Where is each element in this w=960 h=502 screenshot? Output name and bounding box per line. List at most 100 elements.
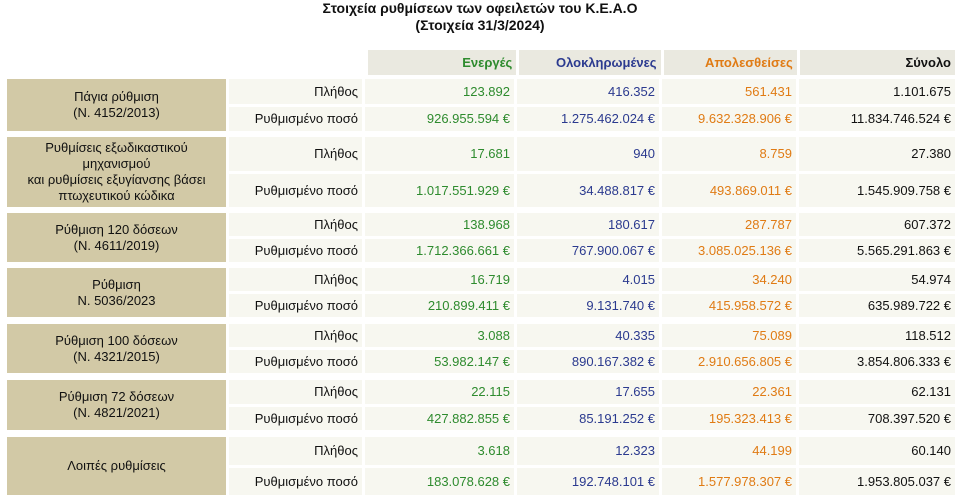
cell-total: 1.545.909.758 € xyxy=(799,173,955,207)
cell-total: 118.512 xyxy=(799,324,955,347)
table-group: Ρύθμιση 100 δόσεων (Ν. 4321/2015) Πλήθος 3… xyxy=(7,324,955,373)
table-group: Ρύθμιση 120 δόσεων (Ν. 4611/2019) Πλήθος 1… xyxy=(7,213,955,262)
cell-completed: 192.748.101 € xyxy=(517,467,659,495)
cell-lost: 9.632.328.906 € xyxy=(662,106,796,131)
cell-active: 123.892 xyxy=(365,79,514,104)
cell-total: 607.372 xyxy=(799,213,955,236)
cell-lost: 493.869.011 € xyxy=(662,173,796,207)
cell-active: 1.017.551.929 € xyxy=(365,173,514,207)
cell-lost: 34.240 xyxy=(662,268,796,291)
group-label: Ρύθμιση 100 δόσεων (Ν. 4321/2015) xyxy=(7,324,226,373)
table-group: Ρυθμίσεις εξωδικαστικού μηχανισμού και ρ… xyxy=(7,137,955,207)
table-group: Πάγια ρύθμιση (Ν. 4152/2013) Πλήθος 123.89… xyxy=(7,79,955,131)
group-label: Πάγια ρύθμιση (Ν. 4152/2013) xyxy=(7,79,226,131)
row-label: Ρυθμισμένο ποσό xyxy=(229,173,362,207)
table-row: Ρυθμισμένο ποσό 926.955.594 €1.275.462.02… xyxy=(229,106,955,131)
cell-lost: 287.787 xyxy=(662,213,796,236)
page-title: Στοιχεία ρυθμίσεων των οφειλετών του Κ.Ε… xyxy=(0,0,960,34)
cell-active: 210.899.411 € xyxy=(365,294,514,317)
row-label: Πλήθος xyxy=(229,137,362,171)
table-row: Ρυθμισμένο ποσό 1.712.366.661 €767.900.06… xyxy=(229,239,955,262)
table-group: Λοιπές ρυθμίσεις Πλήθος 3.618 12.323 44.199 6… xyxy=(7,437,955,495)
cell-lost: 3.085.025.136 € xyxy=(662,239,796,262)
row-label: Ρυθμισμένο ποσό xyxy=(229,350,362,373)
cell-lost: 75.089 xyxy=(662,324,796,347)
row-label: Ρυθμισμένο ποσό xyxy=(229,294,362,317)
cell-lost: 1.577.978.307 € xyxy=(662,467,796,495)
cell-total: 635.989.722 € xyxy=(799,294,955,317)
cell-lost: 195.323.413 € xyxy=(662,406,796,430)
cell-completed: 40.335 xyxy=(517,324,659,347)
cell-total: 60.140 xyxy=(799,437,955,465)
cell-active: 16.719 xyxy=(365,268,514,291)
cell-active: 138.968 xyxy=(365,213,514,236)
cell-lost: 2.910.656.805 € xyxy=(662,350,796,373)
table-row: Ρυθμισμένο ποσό 427.882.855 €85.191.252 €… xyxy=(229,406,955,430)
table-row: Ρυθμισμένο ποσό 1.017.551.929 €34.488.817… xyxy=(229,173,955,207)
row-label: Ρυθμισμένο ποσό xyxy=(229,467,362,495)
cell-total: 3.854.806.333 € xyxy=(799,350,955,373)
cell-completed: 1.275.462.024 € xyxy=(517,106,659,131)
cell-lost: 415.958.572 € xyxy=(662,294,796,317)
table-row: Πλήθος 22.115 17.655 22.361 62.131 xyxy=(229,380,955,404)
cell-completed: 180.617 xyxy=(517,213,659,236)
cell-active: 183.078.628 € xyxy=(365,467,514,495)
cell-active: 1.712.366.661 € xyxy=(365,239,514,262)
table-row: Ρυθμισμένο ποσό 53.982.147 €890.167.382 €… xyxy=(229,350,955,373)
cell-active: 22.115 xyxy=(365,380,514,404)
table-row: Πλήθος 123.892 416.352 561.431 1.101.675 xyxy=(229,79,955,104)
group-label: Ρύθμιση 120 δόσεων (Ν. 4611/2019) xyxy=(7,213,226,262)
row-label: Πλήθος xyxy=(229,380,362,404)
row-label: Πλήθος xyxy=(229,437,362,465)
table-row: Πλήθος 3.618 12.323 44.199 60.140 xyxy=(229,437,955,465)
cell-total: 54.974 xyxy=(799,268,955,291)
cell-active: 427.882.855 € xyxy=(365,406,514,430)
group-label: Ρυθμίσεις εξωδικαστικού μηχανισμού και ρ… xyxy=(7,137,226,207)
cell-total: 1.953.805.037 € xyxy=(799,467,955,495)
cell-total: 62.131 xyxy=(799,380,955,404)
cell-completed: 767.900.067 € xyxy=(517,239,659,262)
cell-lost: 44.199 xyxy=(662,437,796,465)
group-label: Λοιπές ρυθμίσεις xyxy=(7,437,226,495)
cell-total: 11.834.746.524 € xyxy=(799,106,955,131)
cell-completed: 4.015 xyxy=(517,268,659,291)
header-lost: Απολεσθείσες xyxy=(663,50,797,75)
table-group: Ρύθμιση Ν. 5036/2023 Πλήθος 16.719 4.015 34.… xyxy=(7,268,955,317)
cell-lost: 8.759 xyxy=(662,137,796,171)
cell-completed: 416.352 xyxy=(517,79,659,104)
cell-lost: 22.361 xyxy=(662,380,796,404)
table-row: Ρυθμισμένο ποσό 183.078.628 €192.748.101 … xyxy=(229,467,955,495)
table-row: Πλήθος 138.968 180.617 287.787 607.372 xyxy=(229,213,955,236)
table-row: Πλήθος 16.719 4.015 34.240 54.974 xyxy=(229,268,955,291)
cell-completed: 890.167.382 € xyxy=(517,350,659,373)
row-label: Πλήθος xyxy=(229,79,362,104)
header-total: Σύνολο xyxy=(799,50,955,75)
cell-active: 3.088 xyxy=(365,324,514,347)
table-group: Ρύθμιση 72 δόσεων (Ν. 4821/2021) Πλήθος 22… xyxy=(7,380,955,430)
cell-active: 926.955.594 € xyxy=(365,106,514,131)
table-row: Πλήθος 17.681 940 8.759 27.380 xyxy=(229,137,955,171)
header-active: Ενεργές xyxy=(368,50,517,75)
cell-completed: 34.488.817 € xyxy=(517,173,659,207)
cell-active: 17.681 xyxy=(365,137,514,171)
row-label: Πλήθος xyxy=(229,213,362,236)
row-label: Πλήθος xyxy=(229,324,362,347)
row-label: Πλήθος xyxy=(229,268,362,291)
row-label: Ρυθμισμένο ποσό xyxy=(229,239,362,262)
table-header: Ενεργές Ολοκληρωμένες Απολεσθείσες Σύνολ… xyxy=(368,50,955,75)
cell-total: 1.101.675 xyxy=(799,79,955,104)
cell-lost: 561.431 xyxy=(662,79,796,104)
cell-completed: 17.655 xyxy=(517,380,659,404)
cell-completed: 12.323 xyxy=(517,437,659,465)
title-line-2: (Στοιχεία 31/3/2024) xyxy=(415,17,545,33)
row-label: Ρυθμισμένο ποσό xyxy=(229,106,362,131)
cell-total: 708.397.520 € xyxy=(799,406,955,430)
title-line-1: Στοιχεία ρυθμίσεων των οφειλετών του Κ.Ε… xyxy=(322,0,638,16)
cell-completed: 9.131.740 € xyxy=(517,294,659,317)
cell-completed: 940 xyxy=(517,137,659,171)
cell-active: 53.982.147 € xyxy=(365,350,514,373)
row-label: Ρυθμισμένο ποσό xyxy=(229,406,362,430)
cell-total: 27.380 xyxy=(799,137,955,171)
table-row: Ρυθμισμένο ποσό 210.899.411 €9.131.740 €4… xyxy=(229,294,955,317)
group-label: Ρύθμιση 72 δόσεων (Ν. 4821/2021) xyxy=(7,380,226,430)
